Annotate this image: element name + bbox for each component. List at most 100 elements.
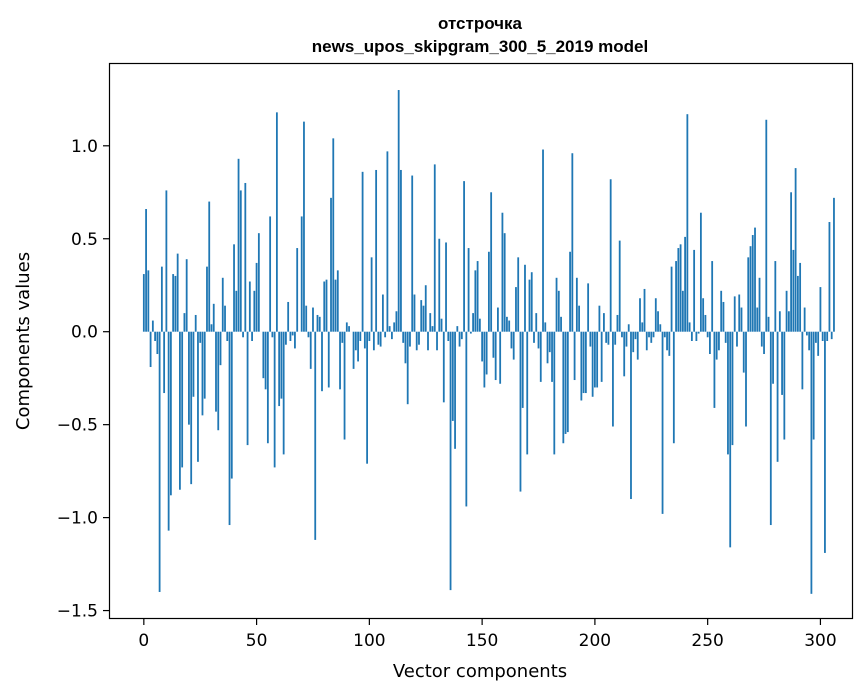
bar (704, 314, 707, 332)
bar (363, 331, 366, 349)
bar (321, 331, 323, 392)
bar (343, 331, 346, 440)
bar (271, 331, 274, 338)
bar (772, 331, 774, 384)
bar (169, 331, 172, 496)
bar (618, 240, 621, 332)
bar (765, 119, 768, 332)
bar (659, 324, 662, 332)
bar (569, 251, 571, 332)
bar (348, 326, 350, 332)
bar (226, 331, 229, 341)
bar (402, 331, 405, 343)
bar (212, 303, 215, 332)
bar (203, 331, 206, 399)
bar (237, 158, 240, 332)
bar (650, 331, 653, 343)
bar (424, 285, 427, 332)
y-axis-label: Components values (13, 252, 34, 430)
bar (535, 313, 538, 332)
bar (736, 331, 738, 347)
bar (763, 331, 765, 355)
bar (609, 179, 612, 332)
bar (720, 290, 723, 332)
bar (427, 331, 429, 351)
bar (341, 331, 344, 343)
bar (564, 331, 567, 434)
y-tick-label: 0.0 (71, 323, 98, 343)
chart-title-line-2: news_upos_skipgram_300_5_2019 model (312, 37, 648, 56)
bar (582, 331, 585, 394)
bar (742, 331, 745, 373)
bar (158, 331, 161, 592)
bar (233, 244, 235, 332)
bar (548, 331, 551, 353)
bar (163, 331, 166, 394)
bar (605, 331, 608, 343)
bar (379, 331, 382, 347)
bar (147, 270, 150, 332)
bar (729, 331, 732, 548)
plot-frame (108, 62, 854, 620)
bar (282, 331, 285, 455)
bar (636, 331, 639, 360)
bar (697, 331, 700, 334)
bar (627, 324, 630, 332)
bar (451, 331, 454, 421)
x-tick-label: 50 (246, 631, 268, 651)
bar (386, 151, 389, 332)
bar (415, 331, 418, 351)
bar (309, 331, 312, 369)
bar (555, 277, 558, 332)
bar (305, 305, 308, 332)
bar (251, 331, 253, 341)
bar (406, 331, 409, 405)
bar (440, 318, 443, 332)
bar (571, 153, 574, 332)
bar (291, 331, 294, 336)
bar (463, 181, 465, 332)
bar (668, 331, 671, 356)
bar (330, 197, 332, 332)
bar (521, 331, 524, 408)
bar (833, 197, 835, 332)
bar (188, 331, 190, 425)
bar (681, 290, 684, 332)
bar (776, 331, 779, 462)
bar (794, 168, 797, 332)
bar (433, 164, 436, 332)
bar (307, 331, 310, 338)
bar (711, 261, 714, 332)
bar (431, 326, 434, 332)
bar (584, 331, 587, 394)
bar (197, 331, 199, 462)
bar (754, 227, 756, 332)
bar (397, 90, 400, 332)
bar (179, 331, 181, 490)
bar (485, 331, 488, 375)
bar (422, 305, 425, 332)
x-tick-label: 200 (579, 631, 611, 651)
bar (490, 192, 493, 332)
bar (542, 149, 544, 332)
bar (246, 331, 249, 446)
bar (821, 331, 824, 341)
bar (596, 331, 599, 388)
bar (160, 266, 163, 332)
bar (275, 112, 278, 332)
bar (454, 331, 456, 449)
bar (663, 331, 666, 338)
bar (456, 326, 459, 332)
bar (785, 290, 788, 332)
bar (778, 311, 781, 332)
bar-series (142, 90, 835, 594)
bar (575, 277, 578, 332)
bar (551, 331, 553, 382)
bar (713, 331, 716, 408)
bar (727, 331, 729, 455)
bar (603, 313, 605, 332)
bar (494, 331, 497, 381)
bar (537, 331, 540, 349)
bar (366, 331, 368, 464)
